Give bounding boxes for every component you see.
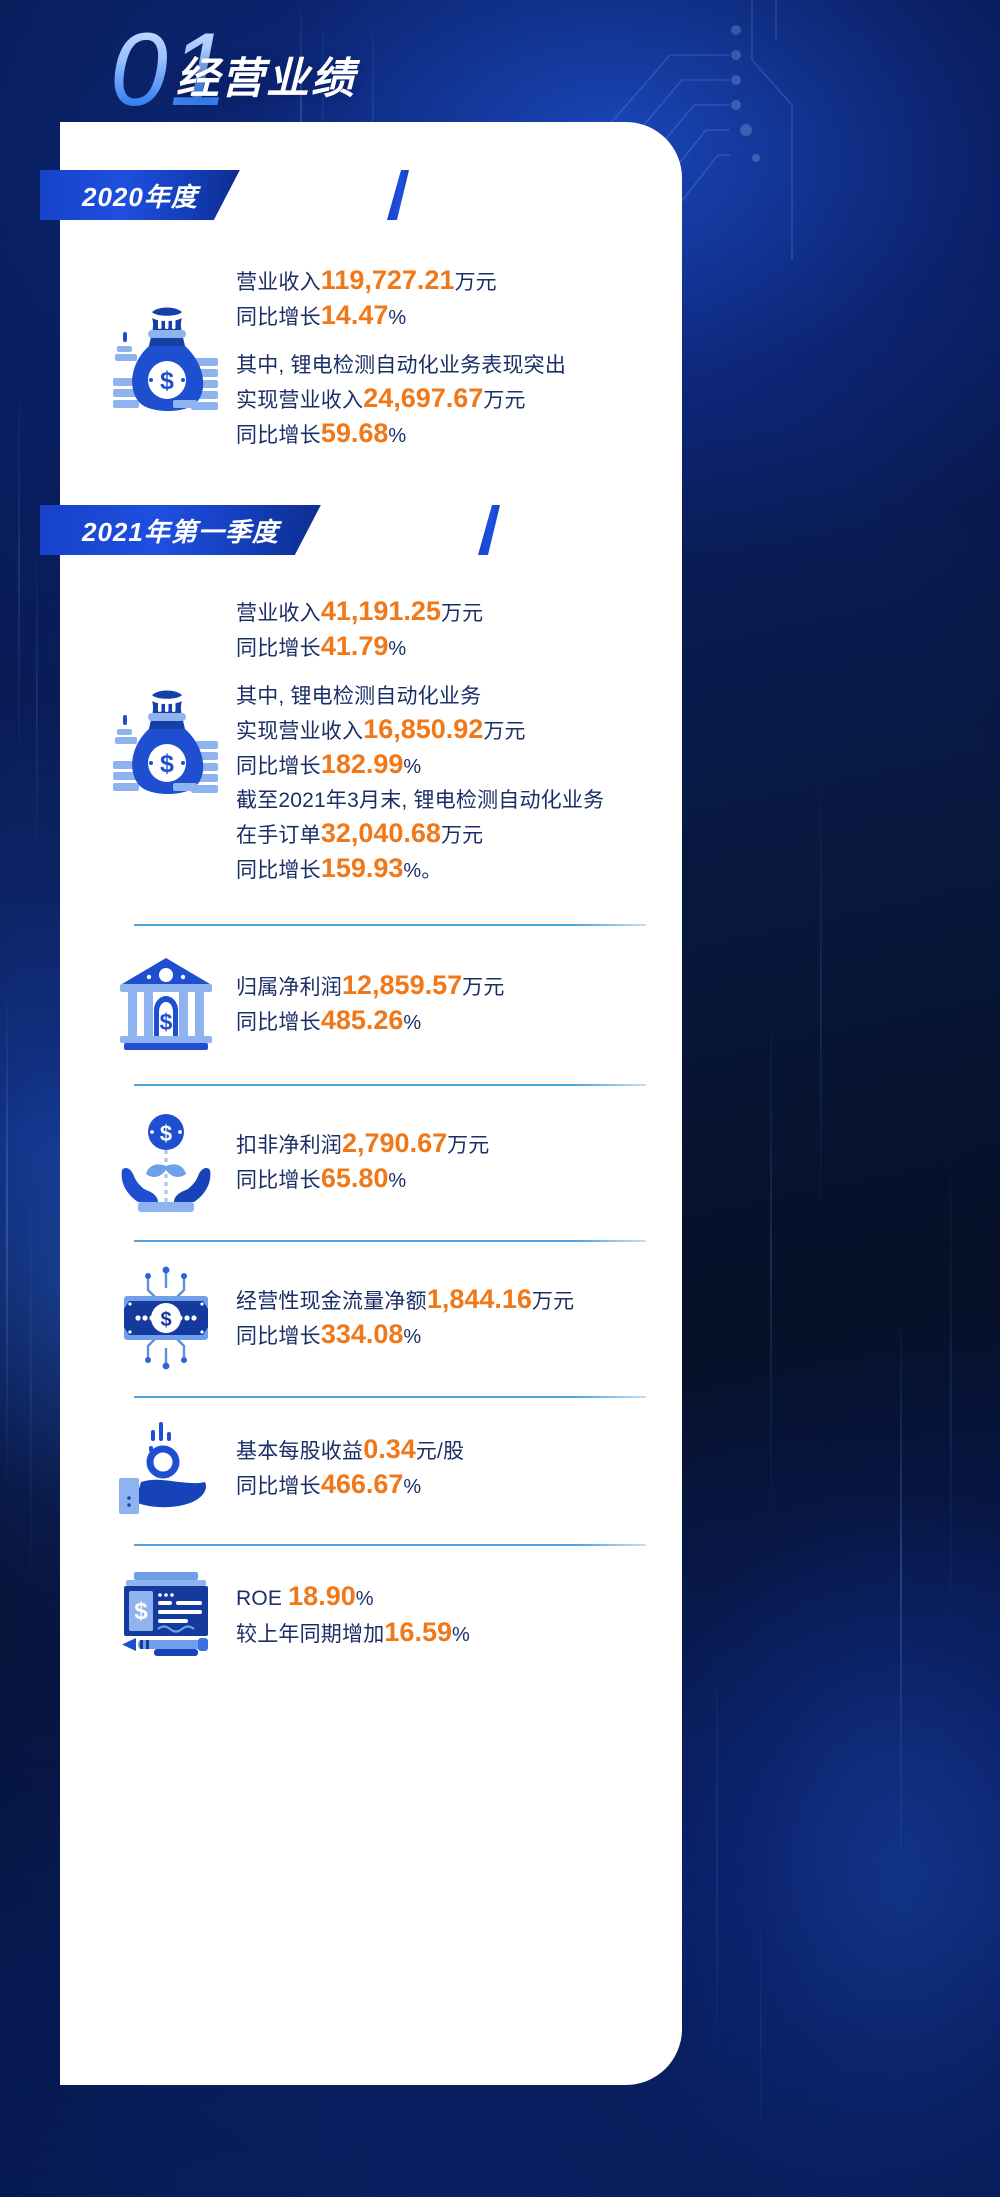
svg-text:$: $: [160, 750, 174, 778]
text-gap: [236, 666, 682, 680]
text-gap: [236, 335, 682, 349]
row-divider: [134, 1084, 646, 1086]
svg-text:$: $: [160, 1121, 172, 1146]
svg-text:$: $: [160, 1309, 171, 1331]
text-line: 同比增长59.68%: [236, 418, 407, 448]
row-divider: [134, 924, 646, 926]
money-bag-icon: $: [96, 300, 236, 418]
metric-text-net-profit: 归属净利润12,859.57万元 同比增长485.26%: [236, 969, 682, 1040]
banner-bar-2020: 2020年度: [40, 170, 240, 220]
cheque-pen-icon: $: [96, 1570, 236, 1662]
text-line: 基本每股收益0.34元/股: [236, 1433, 465, 1464]
metric-text-roe: ROE 18.90% 较上年同期增加16.59%: [236, 1580, 682, 1652]
metric-text-basic-eps: 基本每股收益0.34元/股 同比增长466.67%: [236, 1433, 682, 1504]
text-line: 同比增长466.67%: [236, 1468, 422, 1499]
page-header: 01 经营业绩: [0, 0, 1000, 170]
row-divider: [134, 1544, 646, 1546]
metric-text-revenue-2020: 营业收入119,727.21万元 同比增长14.47% 其中, 锂电检测自动化业…: [236, 264, 682, 453]
text-line: 经营性现金流量净额1,844.16万元: [236, 1283, 575, 1314]
metric-row-roe: $ ROE 18.90% 较上年同期增加16.59%: [60, 1570, 682, 1662]
text-line: 同比增长159.93%。: [236, 853, 442, 883]
content-card: 2020年度: [60, 122, 682, 2085]
section-banner-2021q1: 2021年第一季度: [60, 505, 682, 555]
svg-text:$: $: [160, 367, 174, 395]
hands-coin-plant-icon: $: [96, 1110, 236, 1214]
text-line: 营业收入41,191.25万元: [236, 596, 484, 626]
text-line: 实现营业收入24,697.67万元: [236, 383, 526, 413]
banner-label-2021q1: 2021年第一季度: [82, 516, 279, 547]
text-line: 同比增长65.80%: [236, 1162, 407, 1193]
banner-fade-2021q1: [480, 513, 682, 555]
banner-label-2020: 2020年度: [82, 181, 198, 212]
metric-row-deducted-profit: $ 扣非净利润2,790.67万元 同比增长65.80%: [60, 1110, 682, 1214]
metric-text-operating-cash-flow: 经营性现金流量净额1,844.16万元 同比增长334.08%: [236, 1283, 682, 1354]
money-bag-icon: $: [96, 683, 236, 801]
text-line: 在手订单32,040.68万元: [236, 818, 484, 848]
text-line: 营业收入119,727.21万元: [236, 265, 497, 295]
banner-bar-2021q1: 2021年第一季度: [40, 505, 321, 555]
metric-row-operating-cash-flow: $ 经营性现金流量净额1,844.16万元 同比增长334.08%: [60, 1264, 682, 1372]
text-line: 截至2021年3月末, 锂电检测自动化业务: [236, 789, 605, 812]
metric-text-deducted-profit: 扣非净利润2,790.67万元 同比增长65.80%: [236, 1127, 682, 1198]
metric-row-basic-eps: 基本每股收益0.34元/股 同比增长466.67%: [60, 1418, 682, 1518]
text-line: 同比增长14.47%: [236, 300, 407, 330]
text-line: 其中, 锂电检测自动化业务: [236, 685, 482, 708]
row-divider: [134, 1396, 646, 1398]
section-number: 01: [110, 12, 230, 128]
metric-text-revenue-q1: 营业收入41,191.25万元 同比增长41.79% 其中, 锂电检测自动化业务…: [236, 595, 682, 888]
text-line: 同比增长41.79%: [236, 631, 407, 661]
text-line: 归属净利润12,859.57万元: [236, 969, 505, 1000]
metric-row-net-profit: $ 归属净利润12,859.57万元 同比增长485.26%: [60, 954, 682, 1054]
metric-row-revenue-2020: $ 营业收入119,727.21万元 同比增长14.47% 其中, 锂电检测自动…: [60, 264, 682, 453]
text-line: ROE 18.90%: [236, 1581, 374, 1611]
bank-icon: $: [96, 954, 236, 1054]
banner-slash-2021q1: [478, 505, 500, 555]
page-title: 经营业绩: [176, 55, 356, 103]
metric-row-revenue-q1: $ 营业收入41,191.25万元 同比增长41.79% 其中, 锂电检测自动化…: [60, 595, 682, 888]
row-divider: [134, 1240, 646, 1242]
svg-text:$: $: [160, 1009, 173, 1035]
banner-fade-2020: [390, 178, 682, 220]
banner-slash-2020: [387, 170, 409, 220]
text-line: 实现营业收入16,850.92万元: [236, 714, 526, 744]
banknote-chip-icon: $: [96, 1264, 236, 1372]
text-line: 扣非净利润2,790.67万元: [236, 1127, 490, 1158]
text-line: 同比增长485.26%: [236, 1004, 422, 1035]
svg-text:$: $: [134, 1598, 148, 1625]
text-line: 同比增长334.08%: [236, 1318, 422, 1349]
section-banner-2020: 2020年度: [60, 170, 682, 220]
text-line: 较上年同期增加16.59%: [236, 1617, 470, 1647]
text-line: 同比增长182.99%: [236, 749, 422, 779]
text-line: 其中, 锂电检测自动化业务表现突出: [236, 354, 567, 377]
hand-coin-icon: [96, 1418, 236, 1518]
